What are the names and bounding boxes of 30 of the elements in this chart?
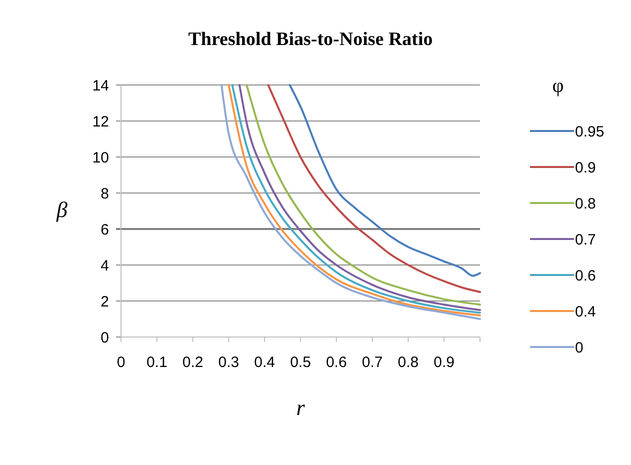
legend-label: 0.6 [575,267,596,284]
y-tick-label: 6 [100,221,109,238]
x-tick-label: 0.5 [290,354,311,371]
x-tick-label: 0.8 [398,354,419,371]
chart-title: Threshold Bias-to-Noise Ratio [188,29,433,50]
y-tick-label: 10 [92,149,109,166]
legend-label: 0 [575,339,584,356]
x-tick-label: 0 [116,354,126,371]
legend-label: 0.95 [575,123,604,140]
legend-label: 0.7 [575,231,596,248]
y-tick-label: 8 [100,185,109,202]
y-tick-label: 12 [92,113,109,130]
y-tick-label: 2 [100,293,109,310]
y-axis-title: β [56,197,68,222]
x-tick-label: 0.4 [254,354,276,371]
x-tick-label: 0.1 [146,354,168,371]
legend-label: 0.8 [575,195,596,212]
y-tick-label: 0 [100,329,109,346]
line-series [288,84,481,277]
x-tick-label: 0.7 [362,354,383,371]
y-tick-label: 4 [100,257,109,274]
x-tick-label: 0.2 [182,354,204,371]
x-tick-label: 0.3 [218,354,240,371]
legend-title: φ [552,75,564,97]
x-tick-label: 0.6 [326,354,347,371]
legend-label: 0.9 [575,159,596,176]
y-tick-label: 14 [92,77,109,94]
x-axis-title: r [296,395,306,420]
x-tick-label: 0.9 [434,354,455,371]
legend-label: 0.4 [575,303,596,320]
